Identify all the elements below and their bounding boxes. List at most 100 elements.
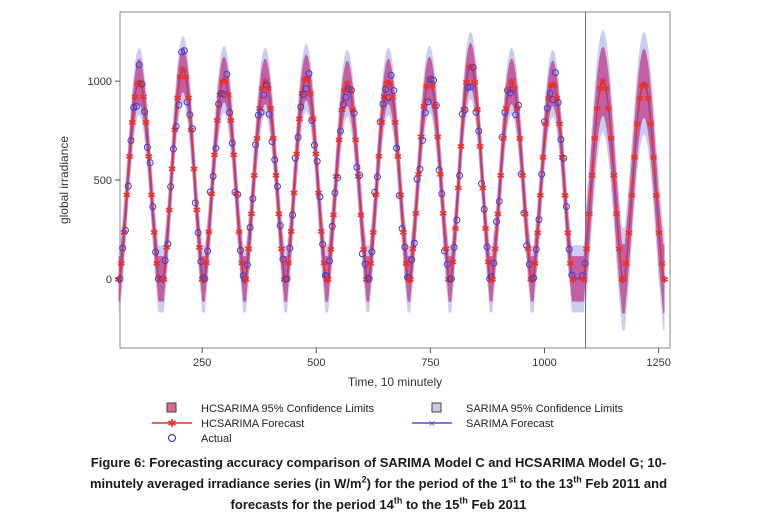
hcsarima-marker: ✱	[272, 171, 280, 182]
actual-marker	[562, 203, 570, 211]
hcsarima-marker: ✱	[349, 106, 357, 117]
actual-marker	[551, 69, 559, 77]
hcsarima-marker: ✱	[625, 228, 633, 239]
hcsarima-marker: ✱	[123, 190, 131, 201]
actual-marker	[382, 85, 390, 93]
actual-marker	[456, 171, 464, 179]
hcsarima-marker: ✱	[171, 126, 179, 137]
hcsarima-marker: ✱	[351, 135, 359, 146]
hcsarima-marker: ✱	[610, 171, 618, 182]
hcsarima-marker: ✱	[425, 75, 433, 86]
caption-text: to the 13	[516, 476, 574, 491]
hcsarima-marker: ✱	[658, 259, 666, 270]
hcsarima-marker: ✱	[312, 149, 320, 160]
actual-marker	[257, 108, 265, 116]
actual-marker	[487, 273, 495, 281]
hcsarima-marker: ✱	[227, 116, 235, 127]
actual-marker	[132, 102, 140, 110]
actual-marker	[565, 245, 573, 253]
hcsarima-marker: ✱	[323, 275, 331, 286]
hcsarima-marker: ✱	[527, 275, 535, 286]
hcsarima-forecast-line	[118, 63, 665, 279]
hcsarima-marker: ✱	[346, 86, 354, 97]
hcsarima-marker: ✱	[284, 258, 292, 269]
hcsarima-marker: ✱	[636, 94, 644, 105]
actual-marker	[361, 260, 369, 268]
hcsarima-marker: ✱	[601, 84, 609, 95]
actual-marker	[353, 163, 361, 171]
hcsarima-marker: ✱	[564, 228, 572, 239]
actual-marker	[149, 203, 157, 211]
actual-marker	[279, 255, 287, 263]
hcsarima-marker: ✱	[357, 210, 365, 221]
hcsarima-marker: ✱	[184, 94, 192, 105]
actual-marker	[509, 85, 517, 93]
hcsarima-marker: ✱	[324, 275, 332, 286]
legend-swatch-sarima-band	[431, 402, 442, 413]
actual-marker	[498, 133, 506, 141]
actual-marker	[395, 192, 403, 200]
actual-marker	[146, 159, 154, 167]
hcsarima-marker: ✱	[117, 259, 125, 270]
caption-sup: st	[508, 474, 517, 485]
actual-marker	[323, 272, 331, 280]
actual-marker	[350, 109, 358, 117]
hcsarima-marker: ✱	[145, 152, 153, 163]
hcsarima-marker: ✱	[134, 79, 142, 90]
hcsarima-marker: ✱	[451, 224, 459, 235]
x-axis-label: Time, 10 minutely	[348, 375, 442, 389]
hcsarima-marker: ✱	[388, 92, 396, 103]
hcsarima-marker: ✱	[412, 209, 420, 220]
hcsarima-marker: ✱	[309, 115, 317, 126]
hcsarima-marker: ✱	[372, 190, 380, 201]
actual-marker	[161, 256, 169, 264]
data-markers: ✱ ✱ ✱ ✱ ✱ ✱ ✱ ✱ ✱ ✱ ✱ ✱ ✱ ✱ ✱ ✱ ✱ ✱ ✱ ✱ ✱ ✱ ✱ ✱ ✱ ✱ ✱ ✱ ✱ ✱ ✱ ✱ ✱ ✱ ✱ ✱ ✱ ✱ ✱ ✱…	[114, 47, 669, 286]
hcsarima-marker: ✱	[208, 190, 216, 201]
hcsarima-marker: ✱	[221, 77, 229, 88]
actual-marker	[313, 157, 321, 165]
x-tick-label: 250	[193, 357, 211, 369]
hcsarima-marker: ✱	[531, 259, 539, 270]
caption-sup: 2	[361, 474, 367, 485]
actual-marker	[135, 61, 143, 69]
hcsarima-marker: ✱	[192, 206, 200, 217]
actual-marker	[401, 243, 409, 251]
actual-marker	[246, 223, 254, 231]
caption-sup: th	[459, 495, 468, 506]
hcsarima-marker: ✱	[433, 133, 441, 144]
actual-marker	[469, 63, 477, 71]
chart-svg: ✱ ✱ ✱ ✱ ✱ ✱ ✱ ✱ ✱ ✱ ✱ ✱ ✱ ✱ ✱ ✱ ✱ ✱ ✱ ✱ ✱ ✱ ✱ ✱ ✱ ✱ ✱ ✱ ✱ ✱ ✱ ✱ ✱ ✱ ✱ ✱ ✱ ✱ ✱ ✱…	[57, 11, 671, 445]
actual-marker	[546, 89, 554, 97]
actual-marker	[432, 101, 440, 109]
hcsarima-marker: ✱	[258, 84, 266, 95]
y-tick-label: 500	[94, 175, 112, 187]
actual-marker	[220, 90, 228, 98]
hcsarima-marker: ✱	[340, 86, 348, 97]
actual-marker	[138, 80, 146, 88]
actual-marker	[260, 91, 268, 99]
actual-marker	[265, 110, 273, 118]
hcsarima-marker: ✱	[550, 81, 558, 92]
hcsarima-marker: ✱	[240, 275, 248, 286]
hcsarima-marker: ✱	[644, 94, 652, 105]
hcsarima-marker: ✱	[147, 190, 155, 201]
x-tick-label: 1000	[532, 357, 556, 369]
actual-marker	[212, 144, 220, 152]
axes: 250 500 750 1000 1250 0 500 1000	[88, 12, 671, 369]
hcsarima-marker: ✱	[306, 89, 314, 100]
actual-marker	[158, 275, 166, 283]
hcsarima-marker: ✱	[176, 73, 184, 84]
actual-marker	[294, 133, 302, 141]
hcsarima-marker: ✱	[479, 184, 487, 195]
caption-sup: th	[573, 474, 582, 485]
actual-marker	[286, 244, 294, 252]
legend-label-sarima-band: SARIMA 95% Confidence Limits	[466, 403, 624, 415]
actual-marker	[180, 47, 188, 55]
hcsarima-marker: ✱	[585, 210, 593, 221]
actual-marker	[119, 244, 127, 252]
actual-marker	[435, 166, 443, 174]
hcsarima-marker: ✱	[630, 153, 638, 164]
hcsarima-marker: ✱	[332, 172, 340, 183]
hcsarima-marker: ✱	[165, 206, 173, 217]
actual-marker	[234, 190, 242, 198]
